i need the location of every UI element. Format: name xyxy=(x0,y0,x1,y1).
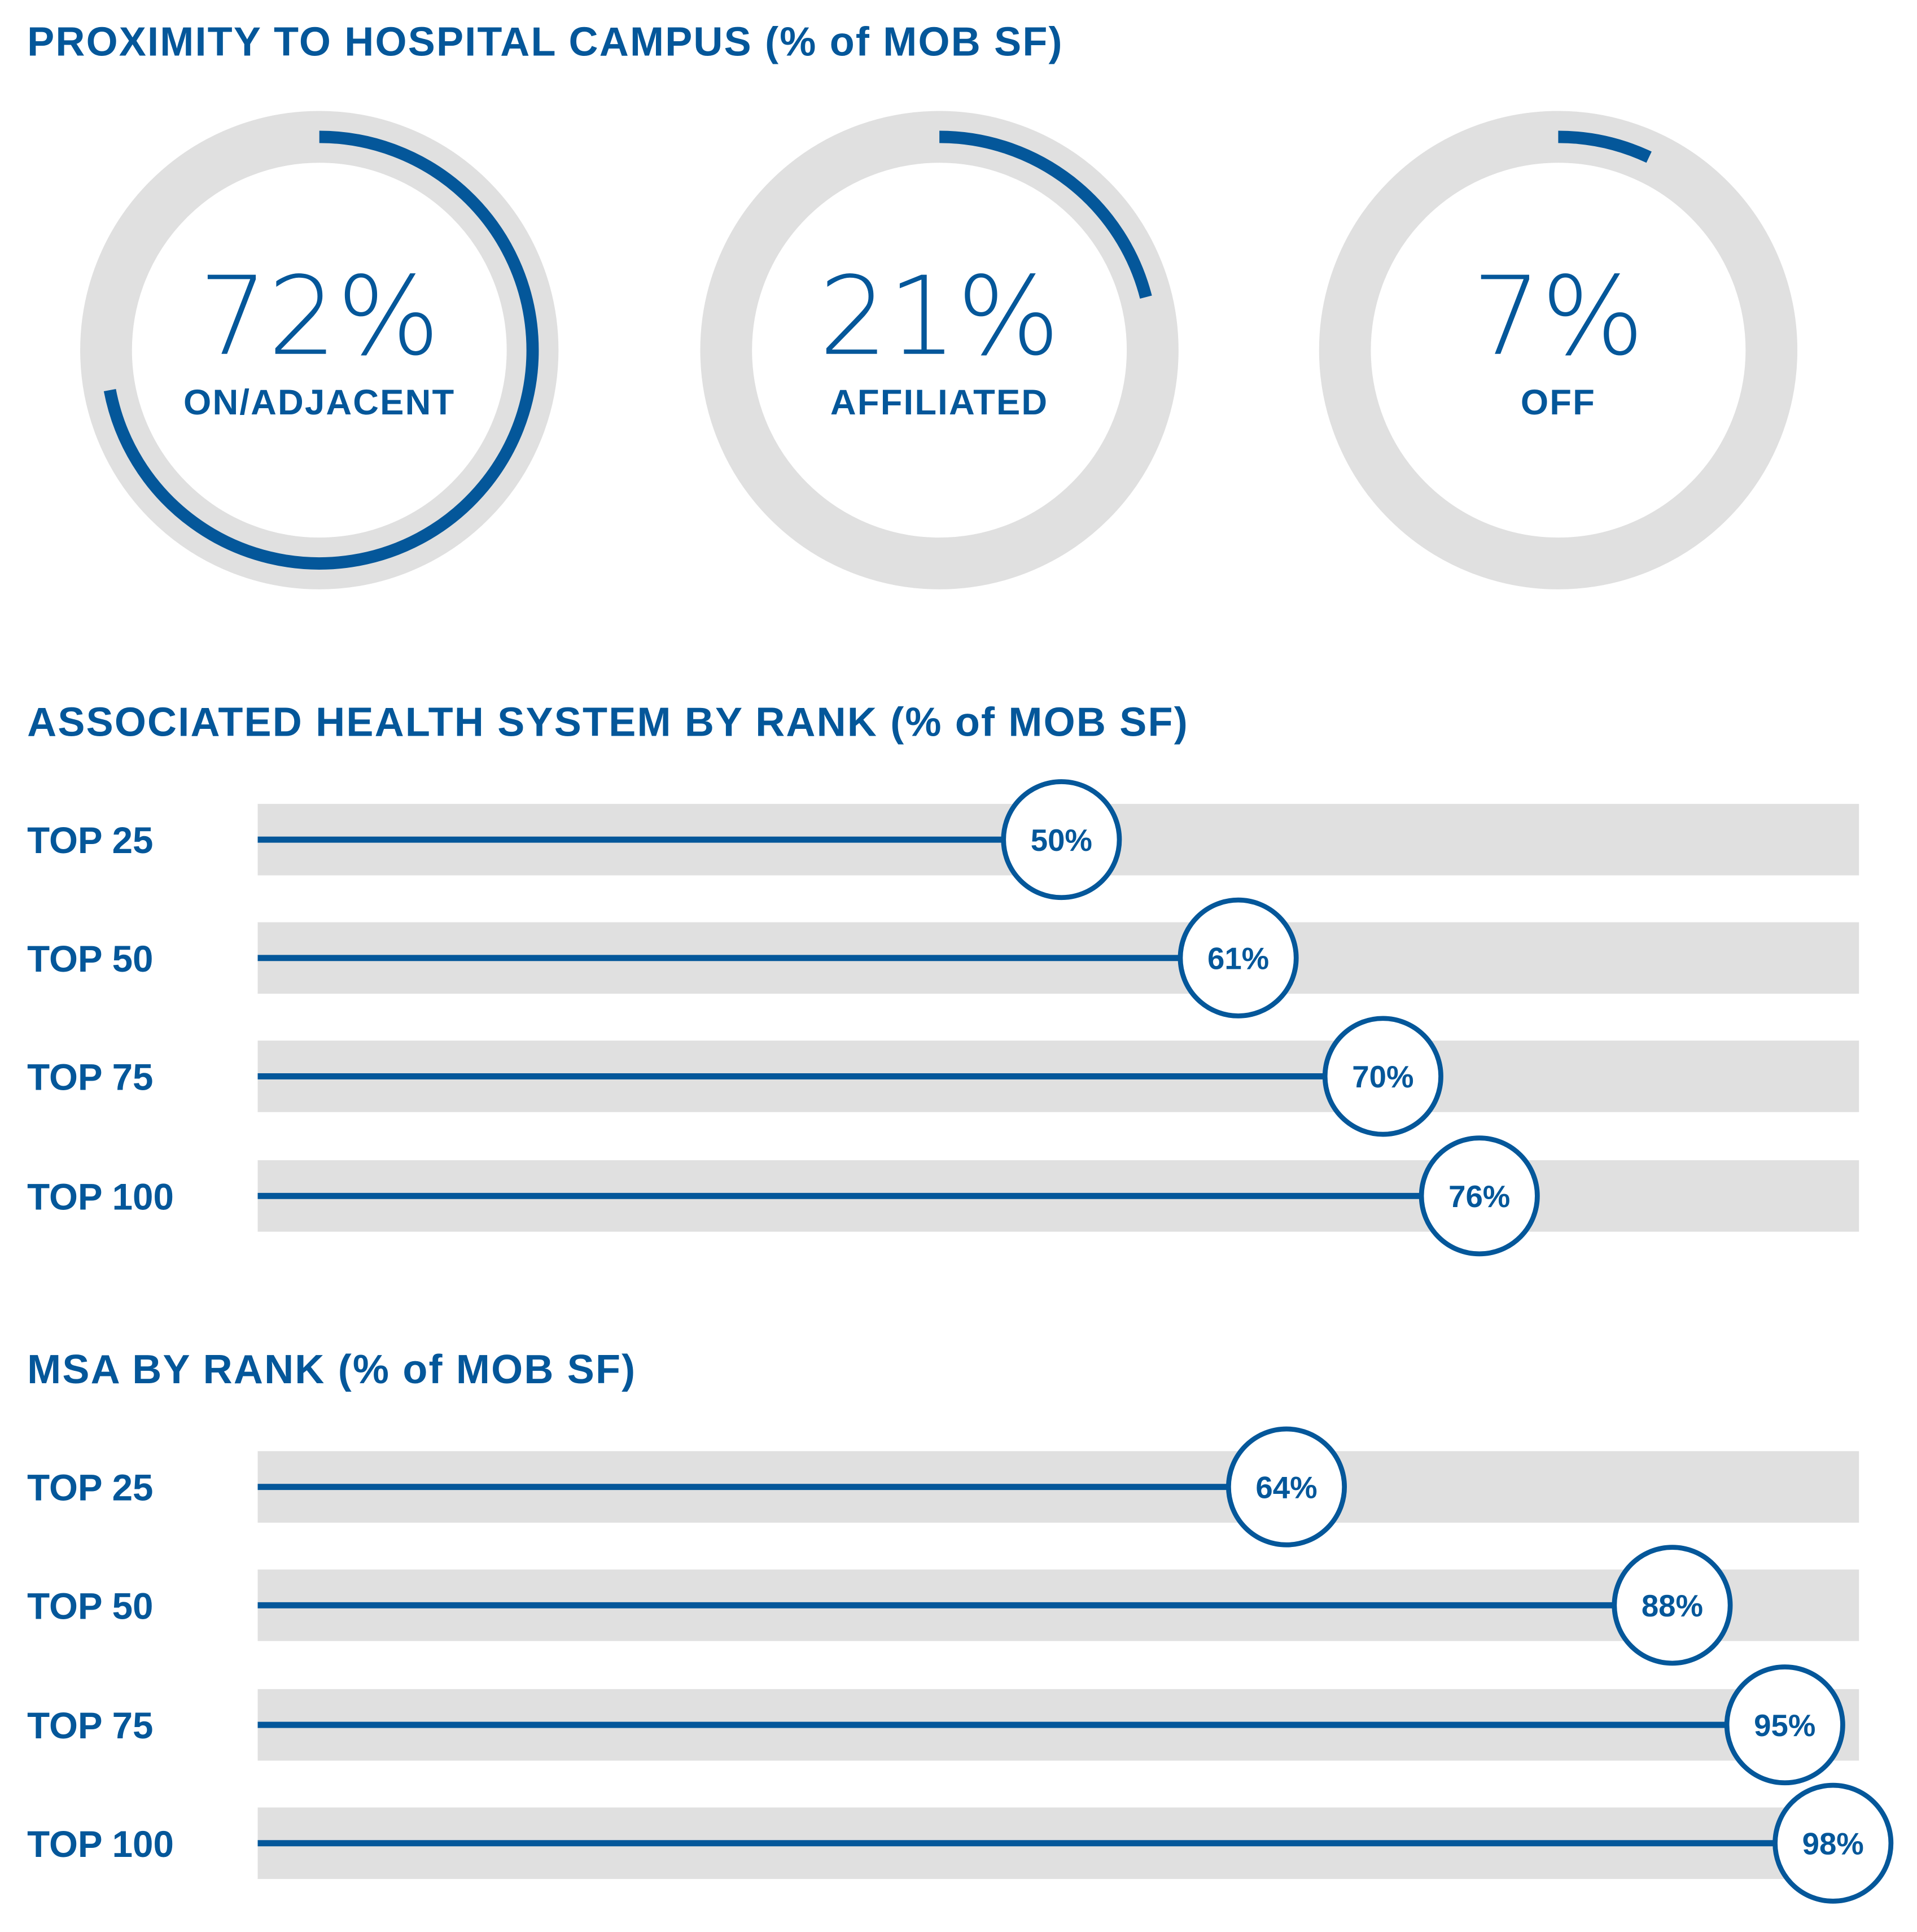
bar-row: TOP 25 64% xyxy=(27,1426,1859,1548)
bar-row: TOP 50 88% xyxy=(27,1545,1859,1666)
donut-label: OFF xyxy=(1521,383,1596,422)
bar-row: TOP 75 95% xyxy=(27,1664,1859,1786)
row-label: TOP 100 xyxy=(27,1824,174,1865)
bar-row: TOP 75 70% xyxy=(27,1016,1859,1137)
row-label: TOP 100 xyxy=(27,1176,174,1217)
row-label: TOP 25 xyxy=(27,1467,153,1509)
proximity-title: PROXIMITY TO HOSPITAL CAMPUS (% of MOB S… xyxy=(27,19,1063,64)
donut-value: 7% xyxy=(1472,254,1644,380)
value-label: 61% xyxy=(1207,941,1269,976)
donut-on-adjacent: 72%ON/ADJACENT xyxy=(80,111,559,589)
bar-row: TOP 50 61% xyxy=(27,897,1859,1019)
row-label: TOP 25 xyxy=(27,820,153,861)
donut-value: 72% xyxy=(199,254,440,380)
value-bubble xyxy=(1419,1135,1540,1257)
donut-arc xyxy=(1558,130,1652,163)
donut-label: ON/ADJACENT xyxy=(183,383,455,422)
value-label: 76% xyxy=(1448,1179,1510,1214)
value-label: 95% xyxy=(1754,1708,1815,1743)
value-label: 50% xyxy=(1031,823,1092,858)
value-label: 88% xyxy=(1642,1589,1703,1623)
value-bubble xyxy=(1772,1782,1894,1904)
donut-arc xyxy=(103,130,539,570)
health-system-title: ASSOCIATED HEALTH SYSTEM BY RANK (% of M… xyxy=(27,700,1189,745)
bar-row: TOP 100 98% xyxy=(27,1782,1894,1904)
donut-arc xyxy=(939,130,1152,299)
value-bubble xyxy=(1178,897,1299,1019)
value-bubble xyxy=(1226,1426,1347,1548)
donut-affiliated: 21%AFFILIATED xyxy=(700,111,1179,589)
value-bubble xyxy=(1322,1016,1443,1137)
bar-row: TOP 25 50% xyxy=(27,779,1859,901)
row-label: TOP 75 xyxy=(27,1705,153,1746)
row-label: TOP 50 xyxy=(27,938,153,980)
value-label: 98% xyxy=(1802,1826,1864,1861)
donut-off: 7%OFF xyxy=(1319,111,1798,589)
value-bubble xyxy=(1001,779,1122,901)
value-bubble xyxy=(1612,1545,1733,1666)
row-label: TOP 50 xyxy=(27,1585,153,1627)
donut-label: AFFILIATED xyxy=(830,383,1048,422)
value-label: 70% xyxy=(1352,1060,1413,1094)
bar-row: TOP 100 76% xyxy=(27,1135,1859,1257)
donut-value: 21% xyxy=(819,254,1060,380)
value-bubble xyxy=(1724,1664,1845,1786)
msa-title: MSA BY RANK (% of MOB SF) xyxy=(27,1347,636,1392)
value-label: 64% xyxy=(1255,1470,1317,1505)
row-label: TOP 75 xyxy=(27,1056,153,1098)
